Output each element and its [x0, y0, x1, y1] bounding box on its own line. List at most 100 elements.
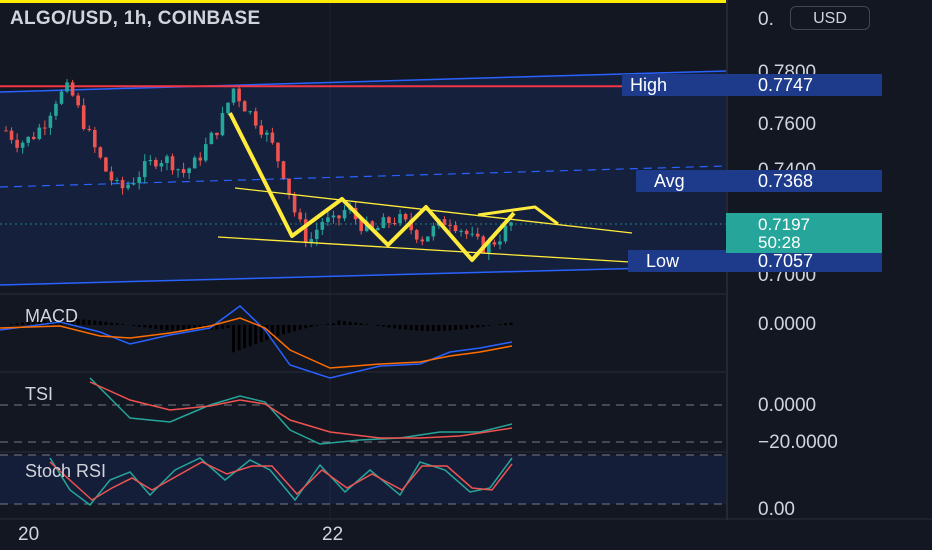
candle-body	[98, 147, 103, 158]
macd-histogram-bar	[376, 325, 380, 326]
macd-histogram-bar	[132, 325, 136, 326]
macd-histogram-bar	[87, 319, 91, 325]
macd-histogram-bar	[48, 319, 52, 325]
macd-histogram-bar	[437, 325, 441, 331]
candle-body	[475, 233, 480, 237]
candle-body	[181, 169, 186, 173]
high-label: High	[622, 74, 726, 96]
candle-body	[187, 168, 191, 173]
candle-body	[48, 115, 53, 128]
candle-body	[126, 184, 130, 189]
candle-body	[326, 217, 330, 222]
macd-histogram-bar	[315, 325, 319, 326]
macd-histogram-bar	[476, 325, 480, 328]
macd-histogram-bar	[454, 325, 458, 331]
candle-body	[387, 217, 391, 224]
macd-histogram-bar	[65, 319, 69, 325]
stoch-rsi-label[interactable]: Stoch RSI	[25, 461, 107, 481]
candle-body	[70, 82, 75, 96]
macd-histogram-bar	[343, 321, 347, 325]
candle-body	[320, 221, 325, 230]
candle-body	[403, 213, 408, 220]
candle-body	[43, 127, 47, 129]
candle-body	[154, 160, 158, 167]
tsi-label[interactable]: TSI	[25, 384, 54, 404]
candle-body	[87, 128, 92, 131]
candle-body	[431, 225, 436, 237]
candle-body	[131, 183, 136, 185]
candle-body	[54, 103, 58, 116]
candle-body	[376, 228, 380, 231]
candle-body	[315, 229, 319, 240]
candle-body	[259, 125, 264, 135]
chart-title: ALGO/USD, 1h, COINBASE	[10, 8, 261, 29]
channel-upper	[0, 70, 727, 93]
macd-histogram-bar	[404, 325, 408, 330]
candle-body	[37, 127, 42, 140]
macd-histogram-bar	[348, 321, 352, 325]
macd-histogram-bar	[381, 325, 385, 327]
macd-histogram-bar	[481, 325, 485, 327]
macd-histogram-bar	[459, 325, 463, 330]
candle-body	[65, 82, 69, 92]
candle-body	[265, 132, 269, 135]
tsi-axis-minus20: −20.0000	[758, 432, 838, 453]
macd-histogram-bar	[359, 323, 363, 325]
currency-button[interactable]: USD	[790, 6, 870, 30]
candle-body	[298, 212, 302, 220]
stoch-d-line	[49, 461, 513, 501]
macd-histogram-bar	[509, 322, 513, 325]
candle-body	[137, 177, 141, 184]
macd-histogram-bar	[448, 325, 452, 331]
candle-body	[470, 233, 474, 235]
wedge-upper-line	[234, 187, 633, 234]
tsi-signal-line	[89, 381, 513, 439]
macd-histogram-bar	[15, 323, 19, 325]
candle-body	[492, 242, 497, 245]
candle-body	[381, 217, 386, 229]
macd-signal-line	[0, 317, 513, 369]
candle-body	[93, 130, 97, 148]
candle-body	[459, 230, 463, 232]
candle-body	[120, 180, 125, 189]
candle-body	[398, 213, 402, 224]
candle-body	[226, 102, 230, 114]
candle-body	[237, 88, 241, 102]
macd-label[interactable]: MACD	[25, 306, 78, 326]
macd-histogram-bar	[220, 325, 224, 329]
macd-histogram-bar	[248, 325, 252, 347]
macd-histogram-bar	[431, 325, 435, 331]
stoch-k-line	[49, 457, 513, 507]
candle-body	[337, 215, 341, 219]
candle-body	[170, 156, 175, 171]
macd-histogram-bar	[393, 325, 396, 329]
macd-histogram-bar	[176, 325, 180, 331]
macd-histogram-bar	[354, 322, 358, 325]
macd-histogram-bar	[259, 325, 263, 343]
candle-body	[142, 161, 147, 178]
macd-histogram-bar	[43, 319, 47, 325]
macd-histogram-bar	[498, 324, 502, 325]
low-label: Low	[628, 250, 726, 272]
macd-histogram-bar	[82, 319, 86, 325]
last-price-value: 0.7197	[758, 215, 810, 234]
candle-body	[176, 169, 180, 171]
candle-body	[115, 180, 119, 182]
candle-body	[76, 95, 80, 106]
macd-histogram-bar	[398, 325, 402, 329]
channel-fill	[0, 71, 726, 285]
active-chart-indicator	[0, 0, 726, 3]
candle-body	[4, 130, 8, 132]
macd-histogram-bar	[243, 325, 247, 349]
channel-mid	[0, 165, 727, 188]
macd-histogram-bar	[26, 321, 30, 325]
candle-body	[148, 160, 153, 162]
tsi-line	[89, 377, 513, 445]
macd-histogram-bar	[104, 321, 108, 325]
macd-histogram-bar	[337, 320, 341, 325]
macd-histogram-bar	[148, 325, 152, 329]
avg-label: Avg	[636, 170, 726, 192]
price-tick: 0.7600	[758, 114, 817, 135]
macd-histogram-bar	[287, 325, 291, 333]
